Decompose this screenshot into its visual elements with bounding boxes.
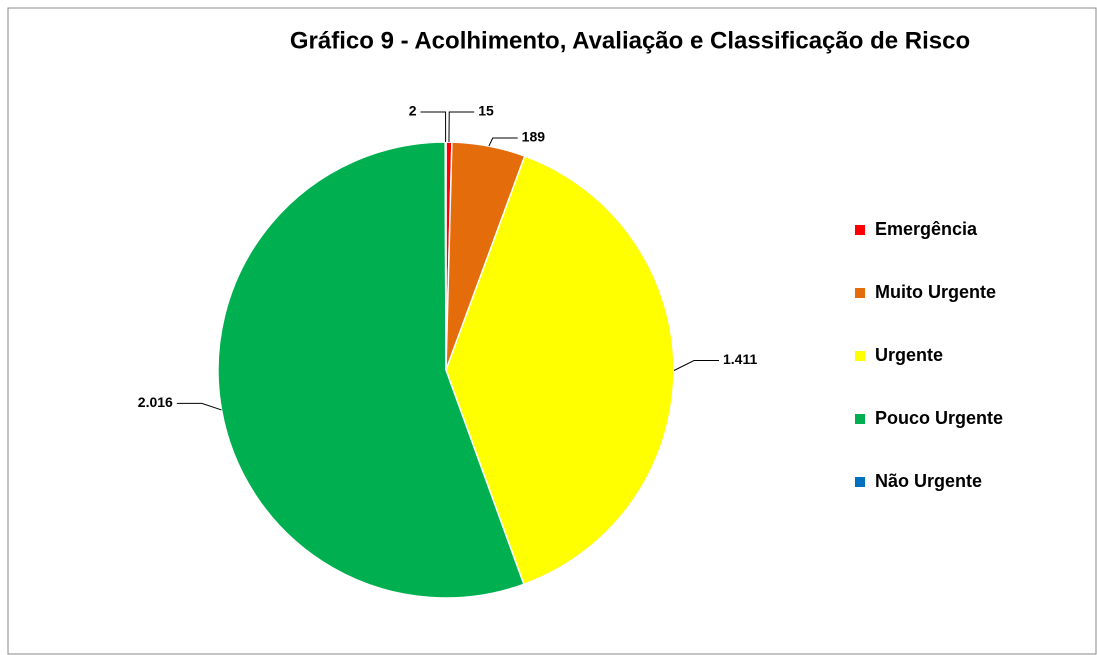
legend-label: Muito Urgente: [875, 282, 996, 302]
data-label: 2: [409, 103, 417, 119]
data-label: 2.016: [138, 394, 173, 410]
leader-line: [420, 111, 447, 143]
legend-label: Urgente: [875, 345, 943, 365]
leader-line: [176, 402, 222, 411]
legend-swatch: [855, 414, 865, 424]
data-label: 1.411: [723, 351, 757, 367]
chart-title: Gráfico 9 - Acolhimento, Avaliação e Cla…: [290, 27, 970, 54]
leader-line: [673, 360, 719, 371]
legend-swatch: [855, 351, 865, 361]
pie-slice: [217, 141, 525, 599]
leader-line: [448, 111, 475, 143]
legend-swatch: [855, 225, 865, 235]
leader-line: [488, 137, 518, 147]
legend-swatch: [855, 477, 865, 487]
data-label: 189: [522, 129, 546, 145]
legend-swatch: [855, 288, 865, 298]
legend-label: Emergência: [875, 219, 978, 239]
legend-label: Não Urgente: [875, 471, 982, 491]
pie-slice: [444, 141, 447, 371]
data-label: 15: [478, 103, 494, 119]
pie-slice: [445, 155, 675, 586]
legend-label: Pouco Urgente: [875, 408, 1003, 428]
